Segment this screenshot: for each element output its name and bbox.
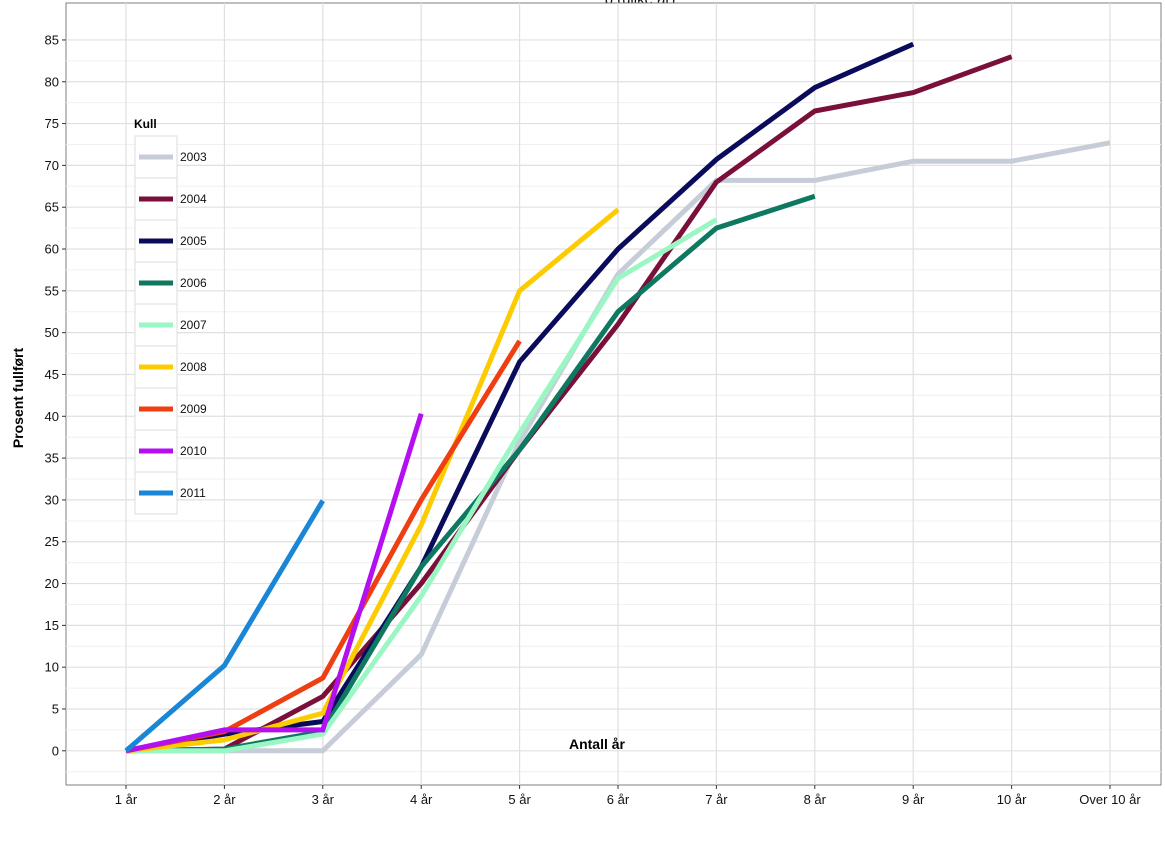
y-tick-label: 50 (45, 325, 59, 340)
x-tick-label: Over 10 år (1079, 792, 1141, 807)
x-tick-label: 6 år (607, 792, 630, 807)
legend-label-2011: 2011 (180, 486, 206, 500)
legend-title: Kull (134, 117, 157, 131)
x-tick-label: 7 år (705, 792, 728, 807)
legend-label-2003: 2003 (180, 150, 207, 164)
series-line-2007 (126, 217, 718, 754)
y-tick-label: 65 (45, 200, 59, 215)
y-tick-label: 75 (45, 116, 59, 131)
x-tick-label: 8 år (804, 792, 827, 807)
y-tick-label: 40 (45, 409, 59, 424)
x-tick-label: 5 år (508, 792, 531, 807)
y-tick-label: 55 (45, 283, 59, 298)
y-tick-label: 60 (45, 242, 59, 257)
y-tick-label: 0 (52, 743, 59, 758)
x-tick-label: 2 år (213, 792, 236, 807)
x-tick-label: 9 år (902, 792, 925, 807)
y-tick-label: 15 (45, 618, 59, 633)
y-tick-label: 70 (45, 158, 59, 173)
series-line-2008 (125, 207, 620, 754)
y-tick-label: 85 (45, 32, 59, 47)
legend-label-2009: 2009 (180, 402, 207, 416)
y-tick-label: 5 (52, 701, 59, 716)
y-tick-label: 25 (45, 534, 59, 549)
y-tick-label: 80 (45, 74, 59, 89)
plot-panel-border (65, 2, 1162, 786)
legend-label-2006: 2006 (180, 276, 207, 290)
y-axis-title: Prosent fullført (10, 348, 26, 449)
y-tick-label: 20 (45, 576, 59, 591)
x-tick-label: 3 år (312, 792, 335, 807)
y-tick-label: 30 (45, 492, 59, 507)
x-axis: 1 år 2 år 3 år 4 år 5 år 6 år 7 år 8 år 9 år 10 å… (115, 785, 1141, 807)
series-line-2004 (125, 54, 1013, 754)
plot-panel (65, 2, 1162, 786)
y-tick-label: 35 (45, 451, 59, 466)
legend-label-2008: 2008 (180, 360, 207, 374)
y-tick-label: 10 (45, 660, 59, 675)
legend-label-2004: 2004 (180, 192, 207, 206)
series-line-2003 (126, 140, 1111, 754)
series-line-2010 (125, 413, 424, 754)
legend-label-2005: 2005 (180, 234, 207, 248)
y-tick-label: 45 (45, 367, 59, 382)
legend-label-2007: 2007 (180, 318, 207, 332)
y-axis: 0 5 10 15 20 25 30 35 40 45 50 55 60 65 70 75 80 85 (45, 32, 66, 758)
grid-lines (66, 3, 1161, 785)
x-tick-label: 1 år (115, 792, 138, 807)
series-lines (124, 41, 1111, 754)
legend: Kull 2003 2004 2005 2006 2007 2008 2009 2010 201… (134, 117, 207, 515)
x-axis-title: Antall år (569, 736, 626, 752)
x-tick-label: 4 år (410, 792, 433, 807)
series-line-2011 (124, 499, 325, 753)
legend-label-2010: 2010 (180, 444, 207, 458)
x-tick-label: 10 år (997, 792, 1027, 807)
